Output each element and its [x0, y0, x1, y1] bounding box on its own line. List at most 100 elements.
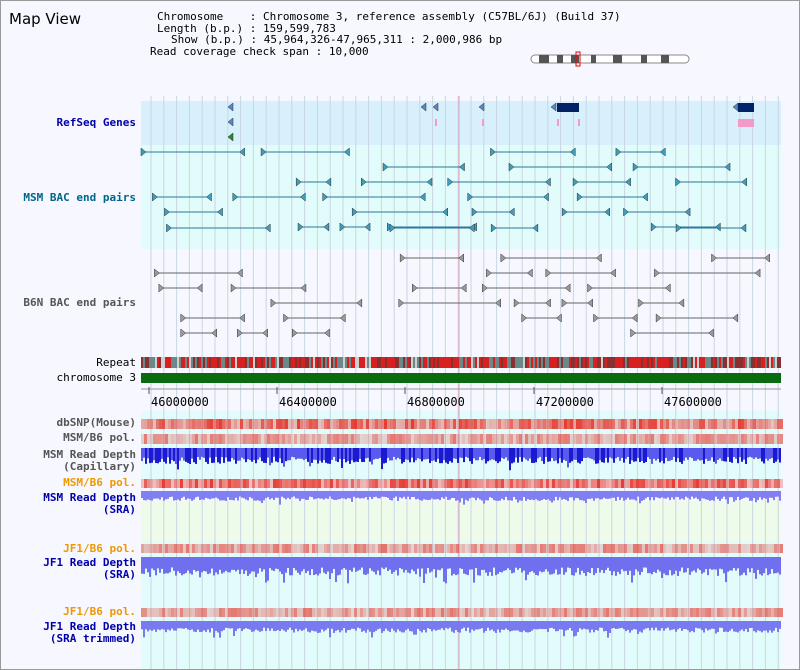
pol-cell [492, 419, 495, 429]
pol-cell [489, 479, 492, 488]
pol-cell [489, 544, 492, 553]
pol-cell [387, 434, 390, 444]
repeat-seg [581, 357, 583, 368]
msm-bac-end [468, 223, 475, 233]
pol-cell [411, 544, 414, 553]
pol-cell [567, 479, 570, 488]
depth-bar [463, 557, 465, 574]
repeat-seg [461, 357, 463, 368]
pol-cell [201, 608, 204, 617]
repeat-seg [721, 357, 723, 368]
pol-cell [486, 479, 489, 488]
depth-bar [569, 557, 571, 569]
pol-cell [150, 434, 153, 444]
depth-bar [443, 557, 445, 582]
depth-bar [355, 448, 357, 462]
depth-bar [427, 557, 429, 568]
b6n-bac-end [631, 313, 638, 323]
depth-bar [343, 557, 345, 568]
track-label-jf1-read-depth-sra[interactable]: JF1 Read Depth (SRA) [43, 556, 136, 581]
repeat-seg [659, 357, 661, 368]
pol-cell [645, 544, 648, 553]
track-label-jf1-b6-pol[interactable]: JF1/B6 pol. [63, 542, 136, 555]
depth-bar [469, 621, 471, 633]
repeat-seg [423, 357, 425, 368]
pol-cell [357, 419, 360, 429]
track-label-jf1-b6-pol-2[interactable]: JF1/B6 pol. [63, 605, 136, 618]
depth-bar [767, 621, 769, 633]
depth-bar [329, 557, 331, 580]
depth-bar [373, 621, 375, 633]
depth-bar [337, 621, 339, 630]
depth-bar [699, 448, 701, 461]
repeat-seg [777, 357, 779, 368]
track-label-msm-bac-end-pairs[interactable]: MSM BAC end pairs [23, 191, 136, 204]
track-label-dbsnp[interactable]: dbSNP(Mouse) [56, 416, 136, 429]
depth-bar [593, 557, 595, 576]
depth-bar [663, 448, 665, 464]
track-label-msm-b6-pol[interactable]: MSM/B6 pol. [63, 431, 136, 444]
pol-cell [495, 434, 498, 444]
track-label-msm-read-depth-sra[interactable]: MSM Read Depth (SRA) [43, 491, 136, 516]
depth-bar [629, 557, 631, 571]
track-label-jf1-read-depth-sra-trimmed[interactable]: JF1 Read Depth (SRA trimmed) [43, 620, 136, 645]
depth-bar [627, 621, 629, 630]
pol-cell [177, 434, 180, 444]
b6n-bac-end [521, 313, 528, 323]
msm-bac-end [490, 223, 497, 233]
depth-bar [191, 621, 193, 630]
pol-cell [393, 544, 396, 553]
depth-bar [275, 448, 277, 462]
depth-bar [289, 557, 291, 576]
pol-cell [180, 434, 183, 444]
pol-cell [687, 434, 690, 444]
pol-cell [303, 419, 306, 429]
depth-bar [365, 448, 367, 459]
track-label-b6n-bac-end-pairs[interactable]: B6N BAC end pairs [23, 296, 136, 309]
depth-bar [363, 621, 365, 631]
pol-cell [510, 608, 513, 617]
pol-cell [597, 479, 600, 488]
depth-bar [705, 491, 707, 500]
depth-bar [721, 491, 723, 499]
repeat-seg [393, 357, 395, 368]
pol-cell [144, 479, 147, 488]
depth-bar [467, 491, 469, 501]
depth-bar [723, 557, 725, 574]
repeat-seg [677, 357, 679, 368]
depth-bar [559, 557, 561, 575]
depth-bar [611, 557, 613, 576]
repeat-seg [239, 357, 241, 368]
depth-bar [165, 557, 167, 574]
depth-bar [573, 491, 575, 501]
pol-cell [765, 544, 768, 553]
depth-bar [571, 448, 573, 462]
pol-cell [684, 479, 687, 488]
depth-bar [751, 557, 753, 569]
repeat-seg [397, 357, 399, 368]
track-label-msm-read-depth-capillary[interactable]: MSM Read Depth (Capillary) [43, 448, 136, 473]
pol-cell [459, 479, 462, 488]
pol-cell [528, 608, 531, 617]
depth-bar [713, 448, 715, 462]
repeat-seg [507, 357, 509, 368]
depth-bar [645, 557, 647, 568]
depth-bar [709, 448, 711, 461]
repeat-seg [559, 357, 561, 368]
pol-cell [738, 434, 741, 444]
depth-bar [545, 557, 547, 570]
depth-bar [765, 621, 767, 631]
pol-cell [198, 419, 201, 429]
depth-bar [227, 491, 229, 498]
b6n-bac-end [513, 298, 520, 308]
depth-bar [715, 448, 717, 464]
gene-feature [420, 102, 427, 112]
pol-cell [159, 479, 162, 488]
depth-bar [685, 621, 687, 630]
track-label-refseq-genes[interactable]: RefSeq Genes [56, 116, 136, 129]
depth-bar [723, 448, 725, 462]
depth-bar [615, 621, 617, 630]
track-label-msm-b6-pol-2[interactable]: MSM/B6 pol. [63, 476, 136, 489]
depth-bar [205, 557, 207, 572]
